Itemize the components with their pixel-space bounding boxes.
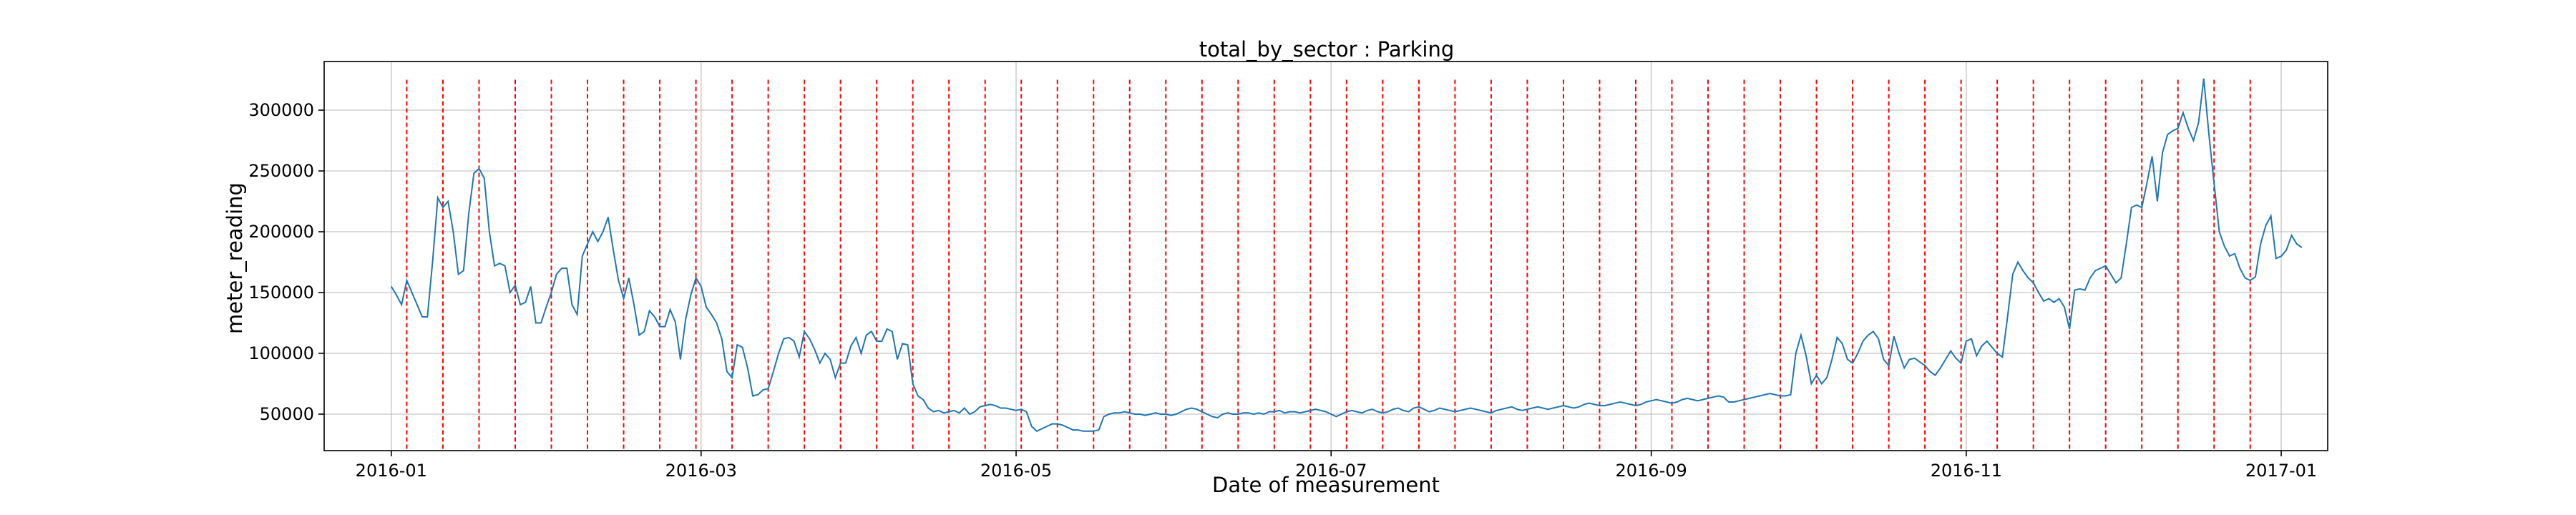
plot-frame (323, 61, 2328, 451)
x-tick-label: 2017-01 (2245, 461, 2317, 481)
chart-title: total_by_sector : Parking (1199, 37, 1455, 62)
y-tick-label: 150000 (248, 283, 314, 303)
y-axis-label: meter_reading (223, 182, 247, 334)
grid-layer (324, 62, 2328, 451)
x-axis-label: Date of measurement (1212, 473, 1440, 497)
x-tick-label: 2016-11 (1931, 461, 2002, 481)
series-layer (390, 78, 2303, 432)
x-tick-label: 2016-03 (665, 461, 737, 481)
y-tick-label: 100000 (248, 343, 314, 363)
x-tick-label: 2016-07 (1295, 461, 1367, 481)
y-tick-label: 50000 (260, 404, 314, 424)
x-tick-label: 2016-05 (980, 461, 1052, 481)
y-tick-label: 200000 (248, 222, 314, 242)
marker-lines (406, 79, 2251, 451)
x-tick-label: 2016-09 (1615, 461, 1687, 481)
tick-layer: 50000 100000 150000 200000 250000 300000 2016-… (248, 100, 2317, 481)
x-tick-label: 2016-01 (356, 461, 427, 481)
y-tick-label: 300000 (248, 100, 314, 120)
series-line (390, 78, 2303, 432)
y-tick-label: 250000 (248, 161, 314, 181)
